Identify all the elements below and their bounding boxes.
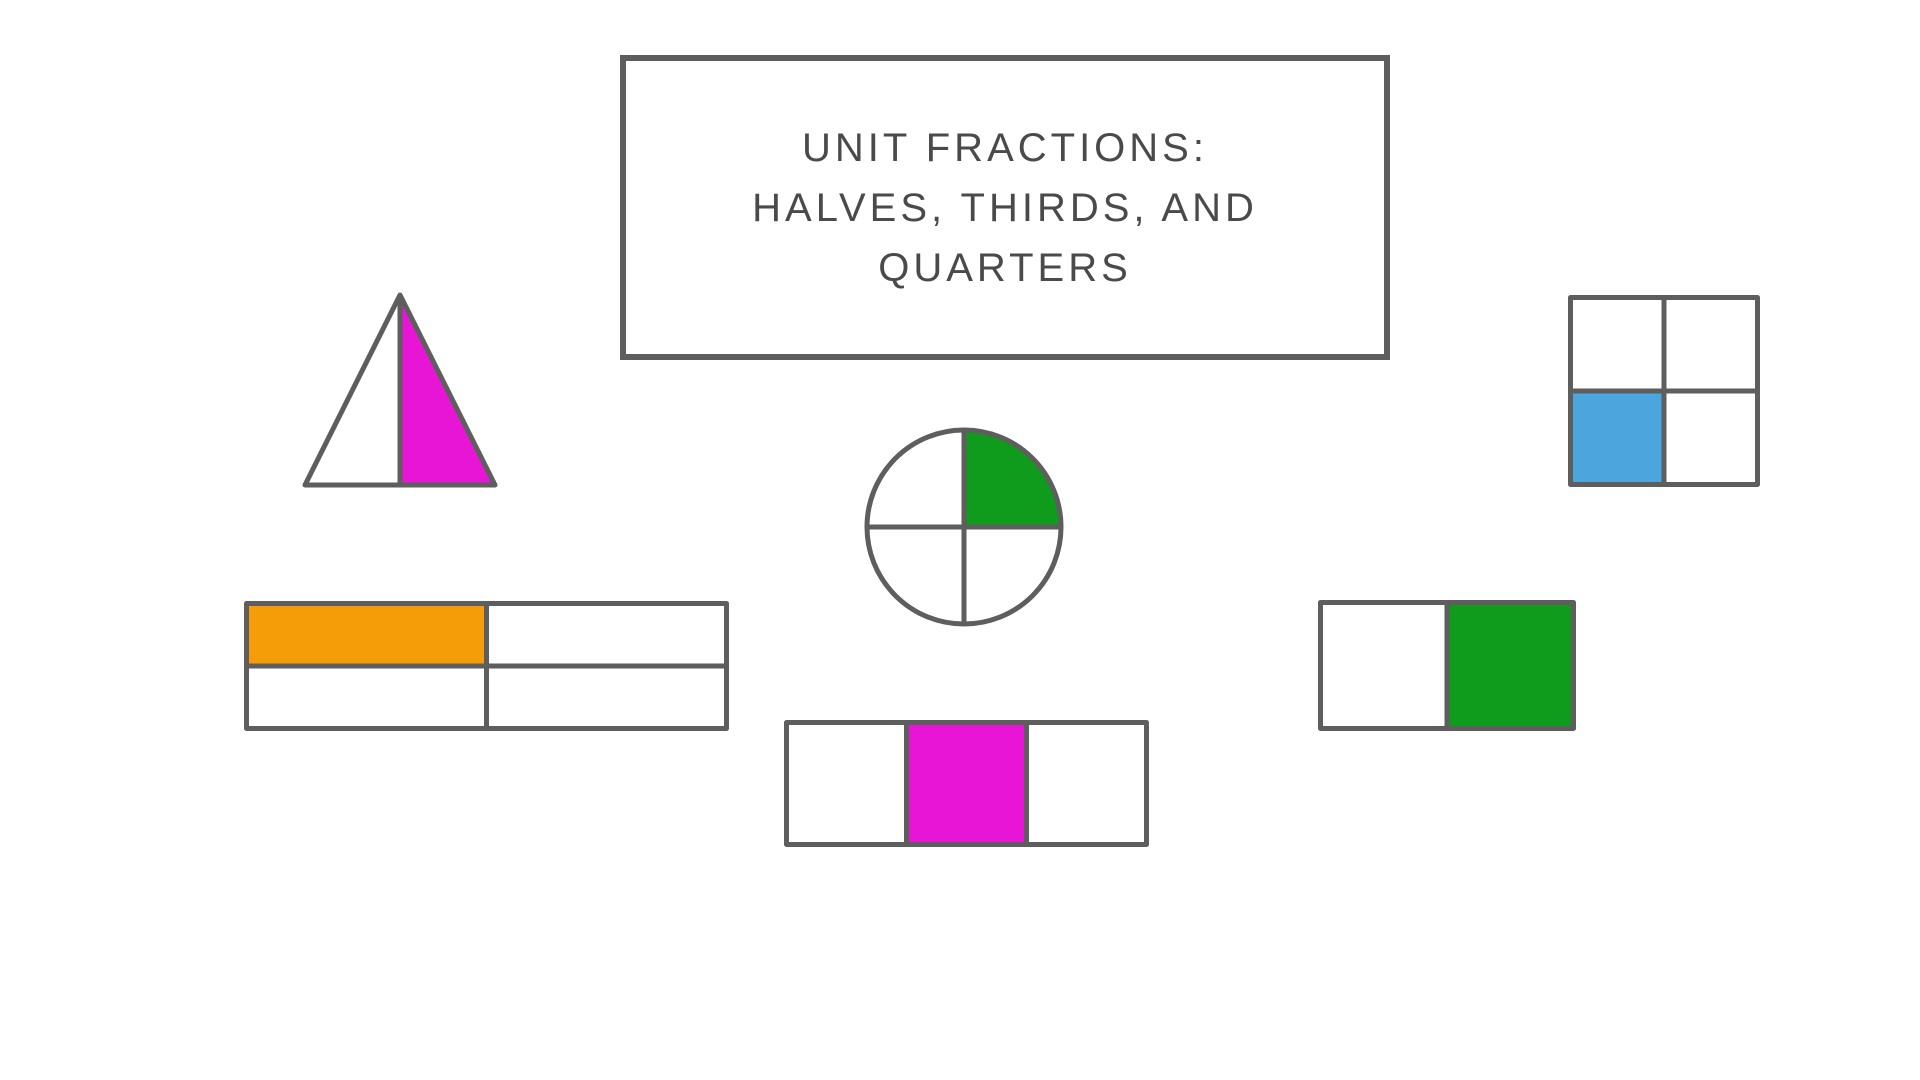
title-box: UNIT FRACTIONS: HALVES, THIRDS, AND QUAR… <box>620 55 1390 360</box>
square-quarters-shape <box>1568 295 1760 487</box>
rectangle-thirds-shape <box>784 720 1149 847</box>
triangle-half-shape <box>300 290 500 490</box>
title-text: UNIT FRACTIONS: HALVES, THIRDS, AND QUAR… <box>752 118 1258 298</box>
title-line-3: QUARTERS <box>878 246 1132 290</box>
title-line-1: UNIT FRACTIONS: <box>802 126 1208 170</box>
diagram-canvas: UNIT FRACTIONS: HALVES, THIRDS, AND QUAR… <box>0 0 1920 1080</box>
title-line-2: HALVES, THIRDS, AND <box>752 186 1258 230</box>
circle-quarters-shape <box>862 425 1066 629</box>
rectangle-halves-shape <box>1318 600 1576 731</box>
rectangle-quarters-shape <box>244 601 729 731</box>
